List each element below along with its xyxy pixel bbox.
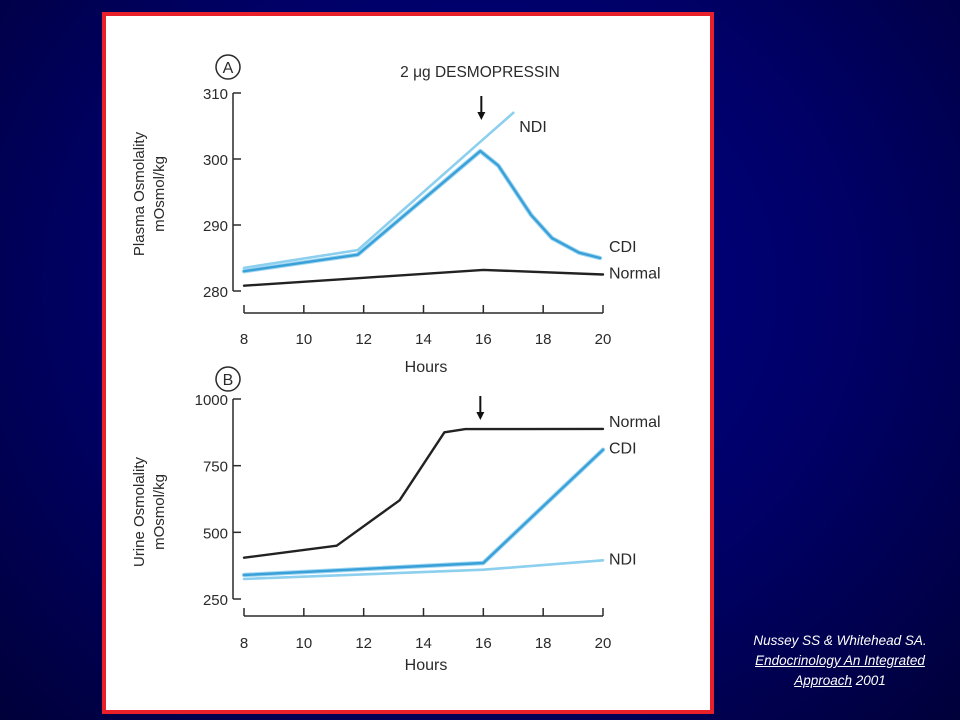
- panel-b-x-tick-label: 18: [535, 635, 552, 652]
- panel-a-x-tick-label: 18: [535, 331, 552, 348]
- panel-a-x-tick-label: 14: [415, 331, 432, 348]
- panel-b-series-cdi-label: CDI: [609, 441, 637, 458]
- panel-a-x-tick-label: 8: [240, 331, 248, 348]
- citation-line-3-underlined: Approach: [794, 673, 852, 688]
- panel-a-series-cdi-halo: [241, 148, 603, 274]
- panel-b-label: B: [223, 372, 234, 389]
- panel-a-y-tick-label: 290: [203, 218, 228, 235]
- panel-a-x-tick-label: 12: [355, 331, 372, 348]
- figure-panel: A 2 μg DESMOPRESSIN Plasma Osmolality mO…: [102, 12, 714, 714]
- panel-b-y-title-line2: mOsmol/kg: [151, 474, 168, 550]
- panel-b-x-tick-label: 20: [595, 635, 612, 652]
- panel-a-y-tick-label: 310: [203, 86, 228, 103]
- panel-a-label: A: [223, 60, 234, 77]
- panel-a-y-axis-title: Plasma Osmolality mOsmol/kg: [131, 131, 168, 256]
- citation-line-2: Endocrinology An Integrated: [755, 653, 925, 668]
- panel-b-y-title-line1: Urine Osmolality: [131, 456, 148, 567]
- panel-a-y-tick-label: 300: [203, 152, 228, 169]
- panel-a-y-title-line1: Plasma Osmolality: [131, 131, 148, 256]
- panel-a-plot: 280 290 300 310 8 10 12 14 16 18 20 NDI CDI Normal: [203, 86, 661, 348]
- panel-a-series-ndi-label: NDI: [519, 119, 547, 136]
- panel-a-annotation: 2 μg DESMOPRESSIN: [400, 64, 560, 81]
- panel-b-x-tick-label: 8: [240, 635, 248, 652]
- panel-b-series-cdi-line: [242, 448, 605, 577]
- panel-b-label-circle: [215, 366, 241, 392]
- panel-b-y-tick-label: 750: [203, 459, 228, 476]
- panel-a-label-circle: [215, 54, 241, 80]
- panel-a-x-tick-label: 16: [475, 331, 492, 348]
- panel-a-x-tick-label: 10: [295, 331, 312, 348]
- panel-b-plot: 250 500 750 1000 8 10 12 14 16 18 20 Normal CDI NDI: [195, 392, 661, 652]
- panel-a-series-cdi-line: [242, 149, 602, 273]
- panel-a: A 2 μg DESMOPRESSIN Plasma Osmolality mO…: [131, 54, 661, 376]
- panel-b-series-ndi-label: NDI: [609, 551, 637, 568]
- panel-b-x-tick-label: 10: [295, 635, 312, 652]
- panel-a-series-cdi-label: CDI: [609, 239, 637, 256]
- panel-b-y-tick-label: 1000: [195, 392, 228, 409]
- panel-a-y-title-line2: mOsmol/kg: [151, 156, 168, 232]
- panel-b-y-tick-label: 500: [203, 525, 228, 542]
- panel-b-series-normal-line: [242, 427, 605, 559]
- panel-b-y-tick-label: 250: [203, 592, 228, 609]
- panel-b-x-axis-title: Hours: [405, 657, 448, 674]
- panel-a-series-normal-line: [242, 268, 605, 287]
- citation-line-1: Nussey SS & Whitehead SA.: [753, 633, 927, 648]
- figure-svg: A 2 μg DESMOPRESSIN Plasma Osmolality mO…: [131, 54, 661, 674]
- citation: Nussey SS & Whitehead SA. Endocrinology …: [734, 631, 946, 691]
- panel-a-y-tick-label: 280: [203, 284, 228, 301]
- panel-a-series-ndi-line: [242, 111, 515, 270]
- panel-a-desmopressin-arrow-head: [477, 112, 486, 120]
- panel-b-x-tick-label: 16: [475, 635, 492, 652]
- panel-b-series-ndi-line: [242, 558, 605, 581]
- panel-a-series-normal-label: Normal: [609, 266, 661, 283]
- panel-a-x-axis-title: Hours: [405, 359, 448, 376]
- citation-line-3: Approach 2001: [734, 671, 946, 691]
- panel-b-y-axis-title: Urine Osmolality mOsmol/kg: [131, 456, 168, 567]
- panel-b-series-normal-label: Normal: [609, 414, 661, 431]
- panel-a-x-tick-label: 20: [595, 331, 612, 348]
- panel-b-x-tick-label: 14: [415, 635, 432, 652]
- panel-b: B Urine Osmolality mOsmol/kg Hours 250 50…: [131, 366, 661, 674]
- panel-b-desmopressin-arrow-head: [476, 412, 485, 420]
- citation-line-3-rest: 2001: [852, 673, 886, 688]
- panel-b-x-tick-label: 12: [355, 635, 372, 652]
- panel-b-series-cdi-halo: [241, 447, 606, 578]
